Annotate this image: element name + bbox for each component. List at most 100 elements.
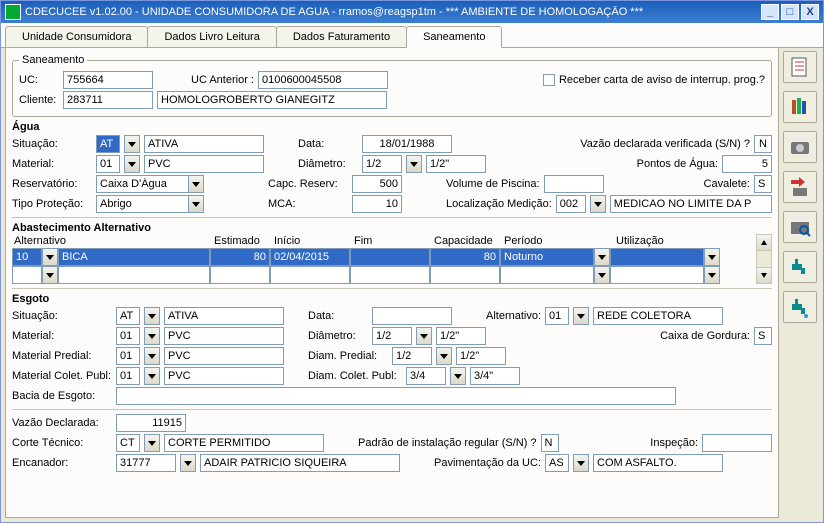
agua-pontos-field[interactable] (722, 155, 772, 173)
agua-vazao-verificada-field[interactable] (754, 135, 772, 153)
abast-row-selected[interactable]: 10 BICA 80 02/04/2015 80 Noturno (12, 248, 756, 266)
esgoto-dia-code[interactable] (372, 327, 412, 345)
abast-blank-lookup-button[interactable] (42, 266, 58, 284)
agua-piscina-field[interactable] (544, 175, 604, 193)
pavimentacao-desc[interactable] (593, 454, 723, 472)
blank-cell[interactable] (500, 266, 594, 284)
abast-cap[interactable]: 80 (430, 248, 500, 266)
corte-code[interactable] (116, 434, 140, 452)
agua-diametro-code[interactable] (362, 155, 402, 173)
esgoto-diampred-lookup-button[interactable] (436, 347, 452, 365)
tab-saneamento[interactable]: Saneamento (406, 26, 502, 48)
abast-scrollbar[interactable] (756, 234, 772, 284)
chevron-down-icon[interactable] (188, 195, 204, 213)
blank-cell[interactable] (270, 266, 350, 284)
toolbar-faucet-out-button[interactable] (783, 291, 817, 323)
esgoto-caixa-field[interactable] (754, 327, 772, 345)
abast-uti-dropdown-button[interactable] (704, 248, 720, 266)
abast-uti[interactable] (610, 248, 704, 266)
agua-locmed-desc[interactable] (610, 195, 772, 213)
scroll-up-icon[interactable] (757, 235, 771, 251)
chevron-down-icon[interactable] (188, 175, 204, 193)
abast-fim[interactable] (350, 248, 430, 266)
esgoto-diampred-desc[interactable] (456, 347, 506, 365)
agua-locmed-code[interactable] (556, 195, 586, 213)
esgoto-diampred-code[interactable] (392, 347, 432, 365)
blank-cell[interactable] (210, 266, 270, 284)
esgoto-diamcolet-lookup-button[interactable] (450, 367, 466, 385)
blank-cell[interactable] (12, 266, 42, 284)
esgoto-matcolet-desc[interactable] (164, 367, 284, 385)
abast-est[interactable]: 80 (210, 248, 270, 266)
tab-dados-livro-leitura[interactable]: Dados Livro Leitura (147, 26, 276, 48)
cliente-code-field[interactable] (63, 91, 153, 109)
agua-tipo-protecao-combo[interactable] (96, 195, 204, 213)
agua-situacao-code[interactable]: AT (96, 135, 120, 153)
agua-locmed-lookup-button[interactable] (590, 195, 606, 213)
abast-row-blank[interactable] (12, 266, 756, 284)
pavimentacao-lookup-button[interactable] (573, 454, 589, 472)
pavimentacao-code[interactable] (545, 454, 569, 472)
close-button[interactable]: X (801, 4, 819, 20)
uc-anterior-field[interactable] (258, 71, 388, 89)
agua-diametro-desc[interactable] (426, 155, 486, 173)
vazao-declarada-field[interactable] (116, 414, 186, 432)
abast-per-dropdown-button[interactable] (594, 248, 610, 266)
agua-reservatorio-combo[interactable] (96, 175, 204, 193)
esgoto-diamcolet-code[interactable] (406, 367, 446, 385)
agua-data-field[interactable] (362, 135, 452, 153)
esgoto-mat-code[interactable] (116, 327, 140, 345)
agua-material-code[interactable] (96, 155, 120, 173)
esgoto-dia-lookup-button[interactable] (416, 327, 432, 345)
toolbar-books-button[interactable] (783, 91, 817, 123)
esgoto-alt-lookup-button[interactable] (573, 307, 589, 325)
toolbar-notes-button[interactable] (783, 51, 817, 83)
encanador-code[interactable] (116, 454, 176, 472)
agua-material-desc[interactable] (144, 155, 264, 173)
blank-cell[interactable] (58, 266, 210, 284)
blank-cell[interactable] (430, 266, 500, 284)
encanador-desc[interactable] (200, 454, 400, 472)
esgoto-sit-lookup-button[interactable] (144, 307, 160, 325)
toolbar-export-button[interactable] (783, 171, 817, 203)
scroll-down-icon[interactable] (757, 267, 771, 283)
esgoto-sit-desc[interactable] (164, 307, 284, 325)
uc-field[interactable] (63, 71, 153, 89)
abast-alt-desc[interactable]: BICA (58, 248, 210, 266)
esgoto-matpred-lookup-button[interactable] (144, 347, 160, 365)
padrao-field[interactable] (541, 434, 559, 452)
blank-cell[interactable] (610, 266, 704, 284)
agua-mca-field[interactable] (352, 195, 402, 213)
cliente-name-field[interactable] (157, 91, 387, 109)
abast-per[interactable]: Noturno (500, 248, 594, 266)
esgoto-bacia-field[interactable] (116, 387, 676, 405)
agua-material-lookup-button[interactable] (124, 155, 140, 173)
esgoto-data-field[interactable] (372, 307, 452, 325)
receber-carta-checkbox[interactable] (543, 74, 555, 86)
esgoto-dia-desc[interactable] (436, 327, 486, 345)
agua-reservatorio-value[interactable] (96, 175, 188, 193)
esgoto-matpred-desc[interactable] (164, 347, 284, 365)
esgoto-sit-code[interactable] (116, 307, 140, 325)
esgoto-matcolet-code[interactable] (116, 367, 140, 385)
encanador-lookup-button[interactable] (180, 454, 196, 472)
abast-alt-lookup-button[interactable] (42, 248, 58, 266)
corte-lookup-button[interactable] (144, 434, 160, 452)
esgoto-mat-lookup-button[interactable] (144, 327, 160, 345)
tab-dados-faturamento[interactable]: Dados Faturamento (276, 26, 407, 48)
abast-blank-per-dropdown[interactable] (594, 266, 610, 284)
agua-cavalete-field[interactable] (754, 175, 772, 193)
esgoto-alt-desc[interactable] (593, 307, 723, 325)
agua-situacao-desc[interactable] (144, 135, 264, 153)
agua-capc-reserv-field[interactable] (352, 175, 402, 193)
minimize-button[interactable]: _ (761, 4, 779, 20)
toolbar-search-button[interactable] (783, 211, 817, 243)
agua-tipo-protecao-value[interactable] (96, 195, 188, 213)
esgoto-mat-desc[interactable] (164, 327, 284, 345)
corte-desc[interactable] (164, 434, 324, 452)
esgoto-matpred-code[interactable] (116, 347, 140, 365)
abast-alt-code[interactable]: 10 (12, 248, 42, 266)
abast-blank-uti-dropdown[interactable] (704, 266, 720, 284)
inspecao-field[interactable] (702, 434, 772, 452)
blank-cell[interactable] (350, 266, 430, 284)
